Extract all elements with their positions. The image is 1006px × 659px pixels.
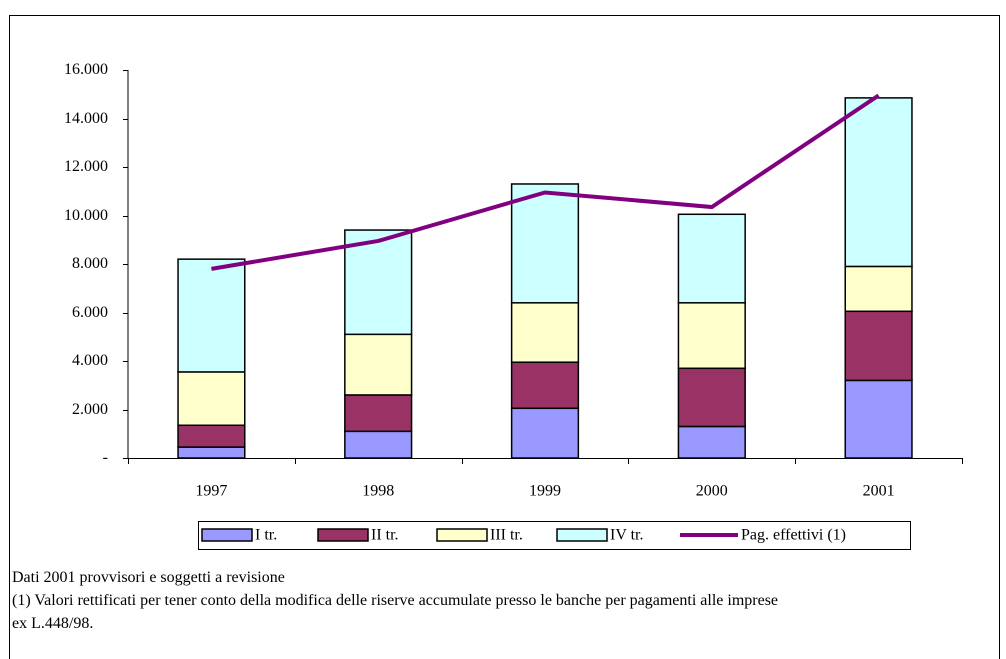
y-tick-label: 4.000 [72, 352, 108, 369]
x-tick-label: 1997 [195, 483, 227, 500]
bar-segment [844, 310, 913, 382]
x-tick-label: 1999 [529, 483, 561, 500]
bar-segment [677, 425, 746, 459]
legend-swatch [201, 528, 253, 542]
legend-swatch [436, 528, 488, 542]
bar-segment [844, 97, 913, 268]
bar-segment [510, 407, 580, 459]
bar-segment [344, 394, 413, 433]
legend-swatch [556, 528, 608, 542]
y-tick-label: 10.000 [64, 207, 108, 224]
bar-segment [844, 379, 913, 459]
legend-label: III tr. [490, 527, 523, 544]
y-tick-label: 6.000 [72, 304, 108, 321]
bar-segment [510, 183, 580, 304]
bar-segment [177, 371, 246, 427]
note: Dati 2001 provvisori e soggetti a revisi… [12, 569, 285, 586]
y-tick-label: 8.000 [72, 255, 108, 272]
legend-label: I tr. [255, 527, 277, 544]
legend-label: IV tr. [610, 527, 643, 544]
notes: Dati 2001 provvisori e soggetti a revisi… [12, 566, 792, 635]
chart-frame [9, 15, 1000, 659]
bar-segment [344, 229, 413, 336]
bar-segment [844, 265, 913, 313]
y-tick-label: 14.000 [64, 110, 108, 127]
legend-frame [198, 521, 911, 550]
legend-label: II tr. [371, 527, 399, 544]
bar-segment [677, 367, 746, 428]
bar-segment [177, 424, 246, 448]
bar-segment [177, 258, 246, 373]
y-tick-label: 12.000 [64, 158, 108, 175]
bar-segment [344, 430, 413, 459]
bar-segment [344, 333, 413, 396]
x-tick-label: 2001 [863, 483, 895, 500]
y-tick-label: - [103, 449, 108, 466]
x-tick-label: 1998 [362, 483, 394, 500]
bar-segment [510, 302, 580, 363]
bar-segment [177, 446, 246, 459]
y-tick-label: 16.000 [64, 61, 108, 78]
line-series [211, 93, 880, 271]
legend-label: Pag. effettivi (1) [741, 527, 846, 544]
y-tick-label: 2.000 [72, 401, 108, 418]
bar-segment [677, 302, 746, 370]
bar-segment [677, 213, 746, 304]
x-tick-label: 2000 [696, 483, 728, 500]
note: (1) Valori rettificati per tener conto d… [12, 592, 779, 632]
legend-swatch [317, 528, 369, 542]
bar-segment [510, 361, 580, 410]
